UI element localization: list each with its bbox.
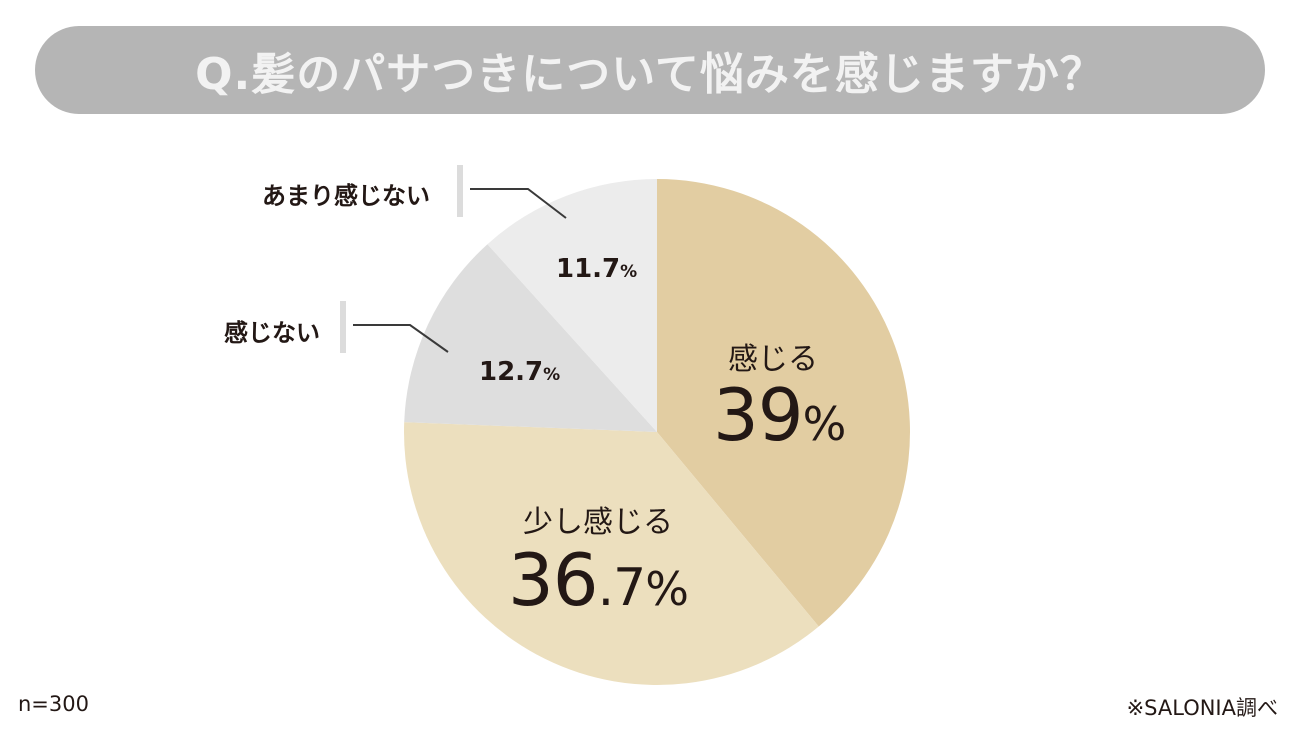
sample-size: n=300 bbox=[18, 692, 89, 716]
label-marker-bar bbox=[457, 165, 463, 217]
chart-title: Q.髪のパサつきについて悩みを感じますか？ bbox=[195, 49, 1105, 100]
value-kanjiru: 39% bbox=[713, 373, 846, 457]
label-kanjinai: 感じない bbox=[224, 319, 320, 347]
leader-line-amari bbox=[470, 188, 567, 219]
value-kanjinai: 12.7% bbox=[479, 357, 561, 387]
value-amari-kanjinai: 11.7% bbox=[556, 254, 638, 284]
pie-slice bbox=[657, 179, 910, 627]
pie-slice bbox=[404, 244, 657, 432]
leader-line-kanjinai bbox=[353, 324, 449, 353]
value-sukoshi-kanjiru: 36.7% bbox=[508, 538, 689, 622]
title-banner: Q.髪のパサつきについて悩みを感じますか？ bbox=[35, 26, 1265, 114]
source-note: ※SALONIA調べ bbox=[1126, 696, 1278, 720]
label-amari-kanjinai: あまり感じない bbox=[262, 182, 430, 210]
label-kanjiru: 感じる bbox=[728, 342, 818, 377]
label-sukoshi-kanjiru: 少し感じる bbox=[523, 505, 673, 540]
pie-slice bbox=[404, 422, 819, 685]
pie-slice bbox=[487, 179, 657, 432]
label-marker-bar bbox=[340, 301, 346, 353]
